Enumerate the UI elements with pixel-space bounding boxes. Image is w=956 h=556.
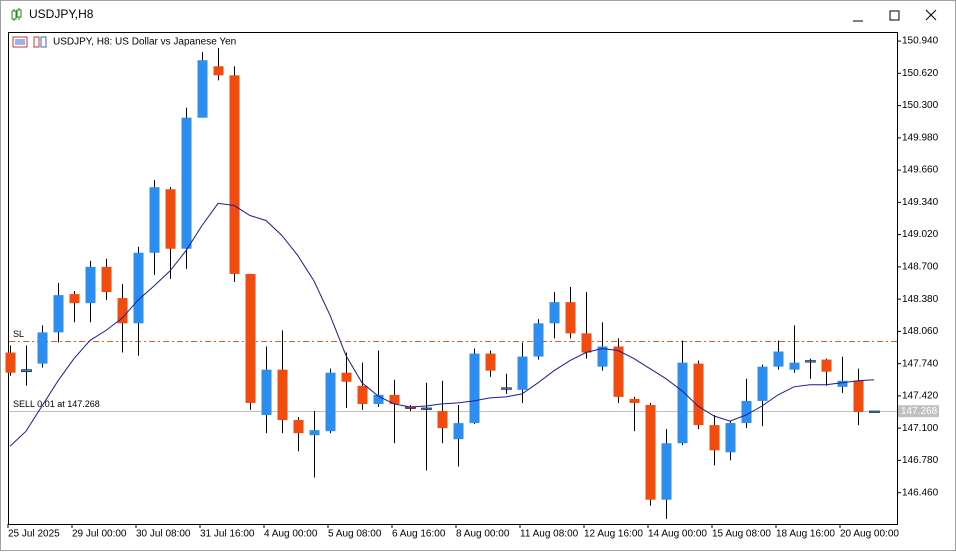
moving-average [9, 202, 875, 447]
y-tick-label: 146.780 [902, 455, 939, 466]
price-box-label: 147.268 [901, 406, 938, 417]
x-tick-label: 31 Jul 16:00 [200, 529, 255, 540]
candle-body [469, 353, 480, 424]
y-tick-label: 147.100 [902, 423, 939, 434]
chart-title: USDJPY, H8: US Dollar vs Japanese Yen [53, 37, 236, 48]
y-tick-label: 147.420 [902, 391, 939, 402]
candle-body [197, 60, 208, 118]
candle-body [117, 298, 128, 324]
candle-body [213, 66, 224, 76]
candle-body [309, 430, 320, 436]
candle-body [389, 394, 400, 404]
candle-body [661, 443, 672, 500]
candle-body [373, 394, 384, 404]
candle-body [245, 273, 256, 403]
y-tick-label: 150.300 [902, 100, 939, 111]
y-tick-label: 149.980 [902, 132, 939, 143]
x-tick-label: 6 Aug 16:00 [392, 529, 446, 540]
candle-body [53, 295, 64, 333]
trade-line-label: SL [13, 329, 24, 339]
candle-body [837, 380, 848, 387]
y-tick-label: 150.620 [902, 68, 939, 79]
x-tick-label: 15 Aug 08:00 [712, 529, 771, 540]
window-title: USDJPY,H8 [29, 7, 94, 21]
candle-body [869, 410, 880, 413]
x-tick-label: 29 Jul 00:00 [72, 529, 127, 540]
candle-body [133, 252, 144, 324]
candle-body [181, 117, 192, 249]
x-tick-label: 11 Aug 08:00 [520, 529, 579, 540]
y-tick-label: 149.340 [902, 197, 939, 208]
close-button[interactable] [912, 2, 952, 28]
candle-body [85, 266, 96, 304]
price-box [898, 405, 939, 418]
candle-body [261, 369, 272, 416]
candle-body [357, 385, 368, 404]
candle-body [485, 353, 496, 371]
x-tick-label: 14 Aug 00:00 [648, 529, 707, 540]
candle-body [341, 372, 352, 382]
candle-body [149, 187, 160, 253]
x-tick-label: 30 Jul 08:00 [136, 529, 191, 540]
candle-body [853, 380, 864, 413]
candle-body [597, 346, 608, 367]
plot-frame [8, 32, 898, 525]
candle-body [5, 352, 16, 373]
candle-body [709, 425, 720, 451]
y-tick-label: 148.380 [902, 294, 939, 305]
candle-body [421, 407, 432, 410]
candle-body [821, 359, 832, 372]
candle-body [629, 398, 640, 403]
candle-body [741, 400, 752, 424]
y-tick-label: 147.740 [902, 358, 939, 369]
candle-body [277, 369, 288, 421]
candle-body [645, 404, 656, 500]
x-tick-label: 18 Aug 16:00 [776, 529, 835, 540]
minimize-button[interactable] [840, 2, 876, 28]
candle-body [693, 363, 704, 426]
candle-body [789, 362, 800, 370]
candle-body [165, 189, 176, 249]
candle-body [517, 356, 528, 390]
candle-body [725, 423, 736, 453]
y-tick-label: 148.700 [902, 262, 939, 273]
x-tick-label: 5 Aug 08:00 [328, 529, 382, 540]
candle-body [37, 332, 48, 364]
candle-body [437, 411, 448, 429]
candle-body [229, 75, 240, 274]
candle-body [325, 372, 336, 432]
chart-header-icons [12, 36, 47, 48]
y-tick-label: 149.020 [902, 229, 939, 240]
candle-body [549, 302, 560, 324]
trade-line-label: SELL 0.01 at 147.268 [13, 399, 100, 409]
candle-body [565, 302, 576, 334]
candle-body [581, 333, 592, 353]
candle-body [773, 351, 784, 367]
candle-body [21, 369, 32, 372]
candle-body [501, 387, 512, 390]
y-tick-label: 150.940 [902, 36, 939, 47]
x-tick-label: 8 Aug 00:00 [456, 529, 510, 540]
candle-body [453, 423, 464, 440]
candle-body [101, 266, 112, 293]
candle-body [757, 366, 768, 401]
app-icon [11, 8, 22, 21]
y-tick-label: 146.460 [902, 487, 939, 498]
candle-body [533, 323, 544, 357]
x-tick-label: 4 Aug 00:00 [264, 529, 318, 540]
candle-body [69, 294, 80, 304]
candle-body [677, 362, 688, 444]
y-tick-label: 148.060 [902, 326, 939, 337]
candle-body [613, 346, 624, 397]
x-tick-label: 12 Aug 16:00 [584, 529, 643, 540]
candle-body [293, 420, 304, 434]
y-tick-label: 149.660 [902, 165, 939, 176]
maximize-button[interactable] [876, 2, 912, 28]
candle-body [805, 360, 816, 363]
x-tick-label: 20 Aug 00:00 [840, 529, 899, 540]
x-tick-label: 25 Jul 2025 [8, 529, 60, 540]
